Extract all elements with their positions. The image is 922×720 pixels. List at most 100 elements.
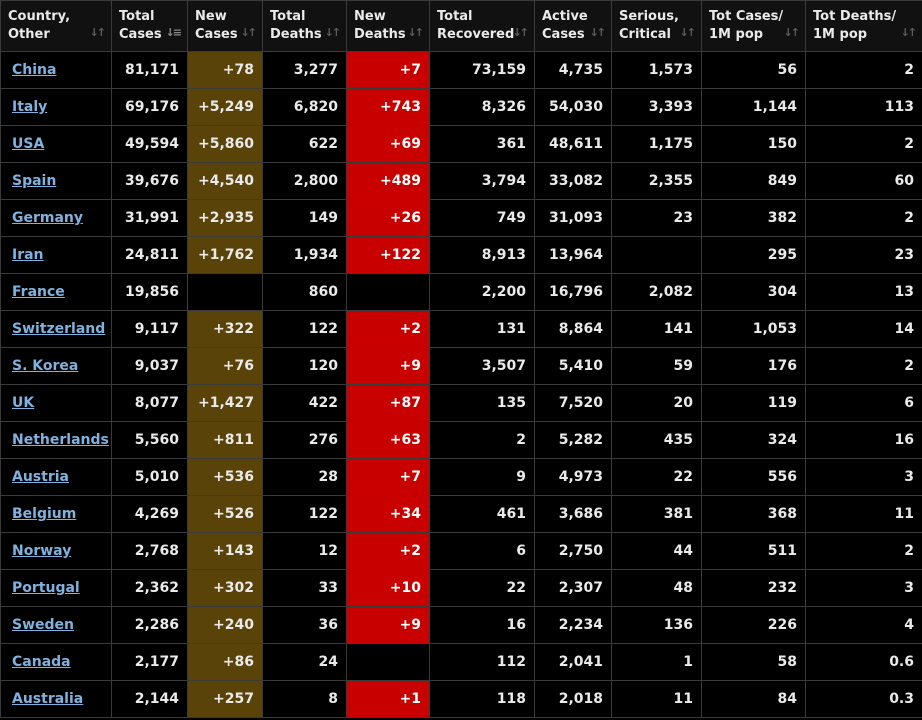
serious-critical-cell: 141: [611, 310, 702, 348]
total-cases-cell: 19,856: [111, 273, 188, 311]
deaths-per-1m-cell: 2: [805, 347, 922, 385]
header-total-recovered[interactable]: Total Recovered ↓↑: [429, 0, 535, 52]
header-new-deaths-line2: Deaths: [354, 27, 406, 42]
serious-critical-cell: 2,082: [611, 273, 702, 311]
cases-per-1m-cell: 382: [701, 199, 806, 237]
total-cases-cell: 69,176: [111, 88, 188, 126]
country-link[interactable]: Australia: [12, 691, 84, 707]
active-cases-cell: 13,964: [534, 236, 612, 274]
new-deaths-cell: +26: [346, 199, 430, 237]
country-cell: France: [0, 273, 112, 311]
sort-icon[interactable]: ↓↑: [512, 26, 530, 39]
deaths-per-1m-cell: 14: [805, 310, 922, 348]
country-cell: Spain: [0, 162, 112, 200]
country-link[interactable]: Switzerland: [12, 321, 106, 337]
active-cases-cell: 5,410: [534, 347, 612, 385]
country-cell: S. Korea: [0, 347, 112, 385]
country-cell: Canada: [0, 643, 112, 681]
table-row: Germany 31,991 +2,935 149 +26 749 31,093 23 382 2: [0, 199, 922, 237]
deaths-per-1m-cell: 6: [805, 384, 922, 422]
sort-icon[interactable]: ↓↑: [324, 26, 342, 39]
new-deaths-cell: +9: [346, 347, 430, 385]
country-link[interactable]: France: [12, 284, 65, 300]
cases-per-1m-cell: 119: [701, 384, 806, 422]
table-row: China 81,171 +78 3,277 +7 73,159 4,735 1,573 56 2: [0, 51, 922, 89]
cases-per-1m-cell: 511: [701, 532, 806, 570]
country-cell: UK: [0, 384, 112, 422]
sort-icon[interactable]: ↓↑: [240, 26, 258, 39]
header-new-deaths[interactable]: New Deaths ↓↑: [346, 0, 430, 52]
header-total-cases[interactable]: Total Cases ↓≡: [111, 0, 188, 52]
country-link[interactable]: Sweden: [12, 617, 74, 633]
header-country[interactable]: Country, Other ↓↑: [0, 0, 112, 52]
country-link[interactable]: Italy: [12, 99, 48, 115]
country-link[interactable]: Belgium: [12, 506, 77, 522]
country-link[interactable]: Spain: [12, 173, 57, 189]
header-serious-critical[interactable]: Serious, Critical ↓↑: [611, 0, 702, 52]
sort-icon[interactable]: ↓↑: [407, 26, 425, 39]
country-link[interactable]: Norway: [12, 543, 72, 559]
header-total-deaths[interactable]: Total Deaths ↓↑: [262, 0, 347, 52]
sort-icon[interactable]: ↓↑: [679, 26, 697, 39]
deaths-per-1m-cell: 4: [805, 606, 922, 644]
active-cases-cell: 2,018: [534, 680, 612, 718]
country-link[interactable]: Portugal: [12, 580, 80, 596]
serious-critical-cell: 435: [611, 421, 702, 459]
deaths-per-1m-cell: 60: [805, 162, 922, 200]
country-cell: Portugal: [0, 569, 112, 607]
new-deaths-cell: +87: [346, 384, 430, 422]
country-link[interactable]: USA: [12, 136, 45, 152]
sort-icon[interactable]: ↓↑: [89, 26, 107, 39]
country-link[interactable]: Iran: [12, 247, 44, 263]
new-cases-cell: +257: [187, 680, 263, 718]
header-new-cases[interactable]: New Cases ↓↑: [187, 0, 263, 52]
header-active-cases[interactable]: Active Cases ↓↑: [534, 0, 612, 52]
sort-icon[interactable]: ↓↑: [589, 26, 607, 39]
country-link[interactable]: China: [12, 62, 57, 78]
active-cases-cell: 3,686: [534, 495, 612, 533]
table-row: Canada 2,177 +86 24 112 2,041 1 58 0.6: [0, 643, 922, 681]
serious-critical-cell: 20: [611, 384, 702, 422]
country-link[interactable]: S. Korea: [12, 358, 79, 374]
header-total-recovered-line2: Recovered: [437, 27, 515, 42]
country-link[interactable]: Germany: [12, 210, 84, 226]
table-row: Netherlands 5,560 +811 276 +63 2 5,282 435 324 16: [0, 421, 922, 459]
sort-icon[interactable]: ↓↑: [900, 26, 918, 39]
new-deaths-cell: +122: [346, 236, 430, 274]
country-link[interactable]: Netherlands: [12, 432, 109, 448]
sort-icon[interactable]: ↓↑: [783, 26, 801, 39]
serious-critical-cell: 22: [611, 458, 702, 496]
active-cases-cell: 16,796: [534, 273, 612, 311]
total-deaths-cell: 422: [262, 384, 347, 422]
active-cases-cell: 2,307: [534, 569, 612, 607]
country-link[interactable]: Canada: [12, 654, 71, 670]
sort-desc-icon[interactable]: ↓≡: [165, 26, 183, 39]
total-deaths-cell: 8: [262, 680, 347, 718]
cases-per-1m-cell: 556: [701, 458, 806, 496]
active-cases-cell: 2,750: [534, 532, 612, 570]
header-deaths-per-1m[interactable]: Tot Deaths/ 1M pop ↓↑: [805, 0, 922, 52]
header-country-line2: Other: [8, 27, 50, 42]
country-link[interactable]: Austria: [12, 469, 69, 485]
new-deaths-cell: +489: [346, 162, 430, 200]
active-cases-cell: 2,234: [534, 606, 612, 644]
total-cases-cell: 49,594: [111, 125, 188, 163]
deaths-per-1m-cell: 3: [805, 458, 922, 496]
new-cases-cell: +1,427: [187, 384, 263, 422]
total-deaths-cell: 28: [262, 458, 347, 496]
new-cases-cell: +5,249: [187, 88, 263, 126]
deaths-per-1m-cell: 3: [805, 569, 922, 607]
new-cases-cell: +322: [187, 310, 263, 348]
header-country-line1: Country,: [8, 9, 71, 24]
new-deaths-cell: +34: [346, 495, 430, 533]
total-cases-cell: 9,117: [111, 310, 188, 348]
cases-per-1m-cell: 226: [701, 606, 806, 644]
header-total-recovered-line1: Total: [437, 9, 473, 24]
deaths-per-1m-cell: 2: [805, 125, 922, 163]
country-cell: Australia: [0, 680, 112, 718]
serious-critical-cell: 48: [611, 569, 702, 607]
total-deaths-cell: 24: [262, 643, 347, 681]
header-cases-per-1m[interactable]: Tot Cases/ 1M pop ↓↑: [701, 0, 806, 52]
country-link[interactable]: UK: [12, 395, 35, 411]
country-cell: USA: [0, 125, 112, 163]
